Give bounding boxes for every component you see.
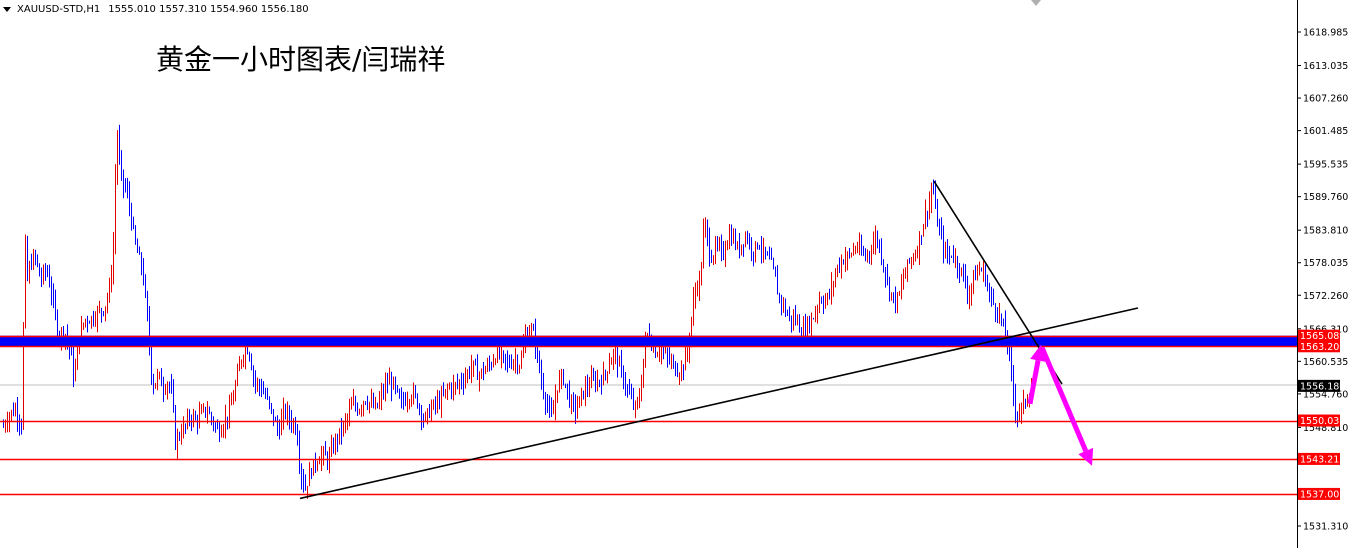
level-price-label-bg [1298, 452, 1340, 465]
y-tick-label: 1589.760 [1303, 192, 1348, 203]
y-tick-label: 1595.535 [1303, 160, 1348, 171]
y-tick-label: 1618.985 [1303, 28, 1348, 39]
forecast-arrows [1027, 344, 1094, 466]
forecast-arrow-shaft [1027, 359, 1041, 405]
candlestick-series [3, 124, 1032, 499]
y-tick-label: 1613.035 [1303, 61, 1348, 72]
current-price-label-bg [1298, 379, 1340, 392]
y-tick-label: 1607.260 [1303, 94, 1348, 105]
resistance-zone-band [0, 335, 1297, 347]
symbol-label: XAUUSD-STD,H1 [17, 3, 101, 15]
level-price-label: 1565.089 [1300, 331, 1345, 342]
y-tick-label: 1578.035 [1303, 258, 1348, 269]
price-axis: 1618.985 1613.035 1607.260 1601.485 1595.535… [1297, 28, 1348, 533]
level-price-label-bg [1298, 340, 1340, 353]
ohlc-readout: 1555.010 1557.310 1554.960 1556.180 [108, 3, 309, 15]
y-tick-label: 1554.760 [1303, 389, 1348, 400]
level-price-label: 1537.001 [1300, 489, 1345, 500]
dropdown-triangle-icon[interactable] [3, 6, 11, 12]
level-price-label: 1563.207 [1300, 342, 1345, 353]
chart-shift-icon[interactable] [1031, 0, 1041, 6]
y-tick-label: 1560.535 [1303, 357, 1348, 368]
level-price-label-bg [1298, 329, 1340, 342]
y-tick-label: 1531.310 [1303, 522, 1348, 533]
forecast-arrow-head [1078, 447, 1094, 466]
resistance-zone [0, 335, 1297, 347]
level-price-label: 1550.031 [1300, 416, 1345, 427]
forecast-arrow-shaft [1039, 346, 1089, 453]
level-price-label: 1543.215 [1300, 454, 1345, 465]
horizontal-levels [0, 335, 1297, 496]
trendline-support [299, 307, 1139, 500]
level-price-label-bg [1298, 487, 1340, 500]
y-tick-label: 1548.810 [1303, 423, 1348, 434]
y-tick-label: 1601.485 [1303, 126, 1348, 137]
level-price-label-bg [1298, 414, 1340, 427]
y-tick-label: 1583.810 [1303, 226, 1348, 237]
chart-header: XAUUSD-STD,H1 1555.010 1557.310 1554.960… [0, 0, 309, 18]
chart-title: 黄金一小时图表/闫瑞祥 [156, 43, 446, 76]
y-tick-label: 1572.260 [1303, 291, 1348, 302]
current-price-label: 1556.180 [1300, 381, 1345, 392]
